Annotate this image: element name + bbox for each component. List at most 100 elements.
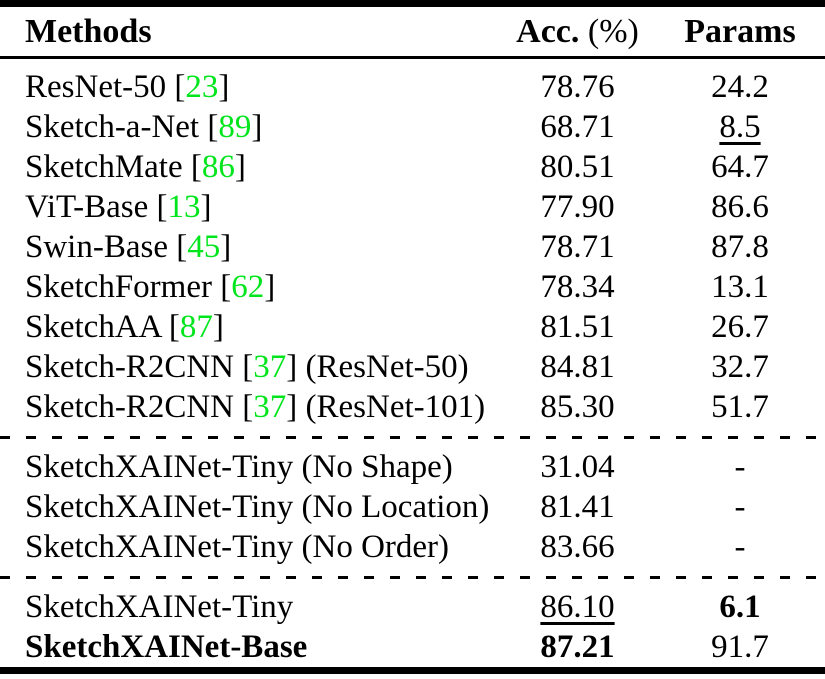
accuracy-cell: 86.10 [490, 587, 665, 627]
dashed-separator-2 [0, 576, 825, 579]
method-cell: ViT-Base [13] [25, 189, 212, 225]
method-cell: Sketch-R2CNN [37] (ResNet-50) [25, 349, 469, 385]
accuracy-cell: 83.66 [490, 527, 665, 567]
accuracy-cell: 87.21 [490, 627, 665, 667]
accuracy-value: 83.66 [540, 529, 615, 565]
params-value: 8.5 [719, 109, 761, 145]
accuracy-value: 78.76 [540, 69, 615, 105]
accuracy-value: 68.71 [540, 109, 615, 145]
accuracy-cell: 68.71 [490, 107, 665, 147]
table-row: SketchXAINet-Tiny 86.10 6.1 [0, 587, 825, 627]
accuracy-cell: 78.34 [490, 267, 665, 307]
params-value: - [734, 489, 746, 525]
table-row: SketchAA [87] 81.51 26.7 [0, 307, 825, 347]
accuracy-value: 85.30 [540, 389, 615, 425]
table-row: SketchXAINet-Tiny (No Location) 81.41 - [0, 487, 825, 527]
params-cell: 87.8 [665, 227, 825, 267]
method-cell: SketchXAINet-Tiny (No Location) [25, 489, 490, 525]
accuracy-cell: 31.04 [490, 447, 665, 487]
table-row: ViT-Base [13] 77.90 86.6 [0, 187, 825, 227]
table-row: SketchXAINet-Base 87.21 91.7 [0, 627, 825, 667]
params-value: 24.2 [711, 69, 769, 105]
params-value: - [734, 449, 746, 485]
params-cell: 26.7 [665, 307, 825, 347]
params-cell: 6.1 [665, 587, 825, 627]
citation-link[interactable]: 87 [179, 309, 213, 345]
method-cell: SketchXAINet-Tiny (No Shape) [25, 449, 453, 485]
params-value: 51.7 [711, 389, 769, 425]
params-cell: - [665, 527, 825, 567]
header-acc-unit: (%) [587, 13, 639, 50]
accuracy-cell: 78.76 [490, 67, 665, 107]
accuracy-value: 77.90 [540, 189, 615, 225]
table-header-row: Methods Acc. (%) Params [0, 7, 825, 56]
table-row: Sketch-R2CNN [37] (ResNet-101) 85.30 51.7 [0, 387, 825, 427]
params-cell: 8.5 [665, 107, 825, 147]
accuracy-value: 86.10 [540, 589, 615, 625]
citation-link[interactable]: 23 [185, 69, 219, 105]
method-cell: Sketch-a-Net [89] [25, 109, 263, 145]
dashed-separator-1 [0, 436, 825, 439]
method-cell: SketchAA [87] [25, 309, 224, 345]
params-value: 87.8 [711, 229, 769, 265]
accuracy-cell: 85.30 [490, 387, 665, 427]
params-value: 64.7 [711, 149, 769, 185]
accuracy-value: 87.21 [540, 629, 615, 665]
method-cell: SketchMate [86] [25, 149, 246, 185]
header-methods-label: Methods [25, 13, 152, 50]
table-row: Sketch-R2CNN [37] (ResNet-50) 84.81 32.7 [0, 347, 825, 387]
table-bottom-rule [0, 667, 825, 674]
params-cell: 64.7 [665, 147, 825, 187]
params-cell: 24.2 [665, 67, 825, 107]
section-baselines: ResNet-50 [23] 78.76 24.2 Sketch-a-Net [89]… [0, 59, 825, 427]
accuracy-cell: 78.71 [490, 227, 665, 267]
params-cell: 32.7 [665, 347, 825, 387]
header-params-label: Params [684, 13, 796, 50]
header-acc: Acc. (%) [490, 7, 665, 56]
citation-link[interactable]: 45 [187, 229, 221, 265]
table-top-rule [0, 0, 825, 7]
method-cell: ResNet-50 [23] [25, 69, 230, 105]
method-cell: SketchXAINet-Tiny [25, 589, 294, 625]
citation-link[interactable]: 86 [201, 149, 235, 185]
table-row: SketchMate [86] 80.51 64.7 [0, 147, 825, 187]
params-value: 6.1 [719, 589, 761, 625]
table-row: SketchXAINet-Tiny (No Shape) 31.04 - [0, 447, 825, 487]
citation-link[interactable]: 89 [218, 109, 252, 145]
section-ours: SketchXAINet-Tiny 86.10 6.1 SketchXAINet-Ba… [0, 587, 825, 667]
accuracy-cell: 80.51 [490, 147, 665, 187]
citation-link[interactable]: 13 [167, 189, 201, 225]
method-cell: SketchXAINet-Tiny (No Order) [25, 529, 450, 565]
params-value: - [734, 529, 746, 565]
params-value: 13.1 [711, 269, 769, 305]
accuracy-value: 78.34 [540, 269, 615, 305]
accuracy-cell: 81.51 [490, 307, 665, 347]
params-cell: 91.7 [665, 627, 825, 667]
accuracy-value: 84.81 [540, 349, 615, 385]
header-rule [0, 56, 825, 59]
accuracy-value: 78.71 [540, 229, 615, 265]
table-row: Sketch-a-Net [89] 68.71 8.5 [0, 107, 825, 147]
accuracy-value: 80.51 [540, 149, 615, 185]
method-cell: Swin-Base [45] [25, 229, 232, 265]
params-cell: 13.1 [665, 267, 825, 307]
accuracy-cell: 84.81 [490, 347, 665, 387]
section-ablations: SketchXAINet-Tiny (No Shape) 31.04- Sketch… [0, 447, 825, 567]
params-cell: - [665, 487, 825, 527]
citation-link[interactable]: 62 [231, 269, 265, 305]
citation-link[interactable]: 37 [253, 389, 287, 425]
method-cell: SketchFormer [62] [25, 269, 276, 305]
params-value: 32.7 [711, 349, 769, 385]
header-acc-label: Acc. [516, 13, 580, 50]
table-row: SketchXAINet-Tiny (No Order) 83.66 - [0, 527, 825, 567]
table-row: ResNet-50 [23] 78.76 24.2 [0, 67, 825, 107]
params-cell: - [665, 447, 825, 487]
params-value: 86.6 [711, 189, 769, 225]
accuracy-value: 81.51 [540, 309, 615, 345]
params-value: 91.7 [711, 629, 769, 665]
method-cell: Sketch-R2CNN [37] (ResNet-101) [25, 389, 486, 425]
header-methods: Methods [0, 7, 490, 56]
citation-link[interactable]: 37 [253, 349, 287, 385]
table-row: SketchFormer [62] 78.34 13.1 [0, 267, 825, 307]
